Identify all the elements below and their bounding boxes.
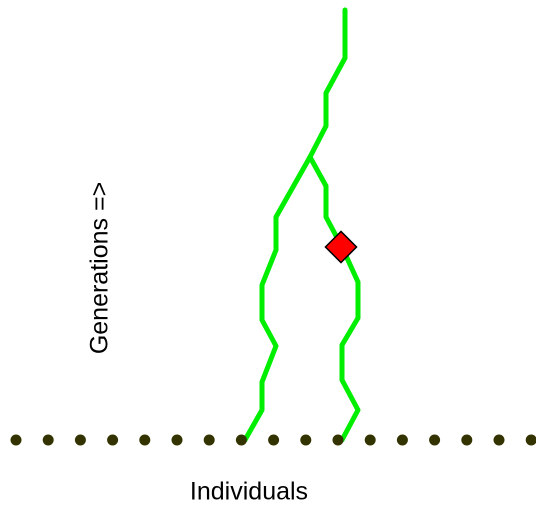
- individual-dot: [461, 435, 472, 446]
- lineage-left: [245, 157, 310, 440]
- individual-dot: [75, 435, 86, 446]
- individual-dot: [172, 435, 183, 446]
- individuals-axis-label: Individuals: [190, 480, 308, 505]
- individual-dot: [365, 435, 376, 446]
- mutation-marker: [325, 231, 356, 262]
- individual-dot: [429, 435, 440, 446]
- individual-dot: [494, 435, 505, 446]
- individual-dot: [43, 435, 54, 446]
- individual-dot: [236, 435, 247, 446]
- individual-dot: [333, 435, 344, 446]
- individual-dot: [107, 435, 118, 446]
- individual-dot: [268, 435, 279, 446]
- ancestral-lineage: [310, 10, 345, 157]
- generations-axis-label: Generations =>: [88, 182, 113, 354]
- individual-dot: [139, 435, 150, 446]
- individuals-row: [11, 435, 536, 446]
- individual-dot: [300, 435, 311, 446]
- lineage-right: [310, 157, 358, 440]
- individual-dot: [204, 435, 215, 446]
- individual-dot: [526, 435, 536, 446]
- individual-dot: [397, 435, 408, 446]
- individual-dot: [11, 435, 22, 446]
